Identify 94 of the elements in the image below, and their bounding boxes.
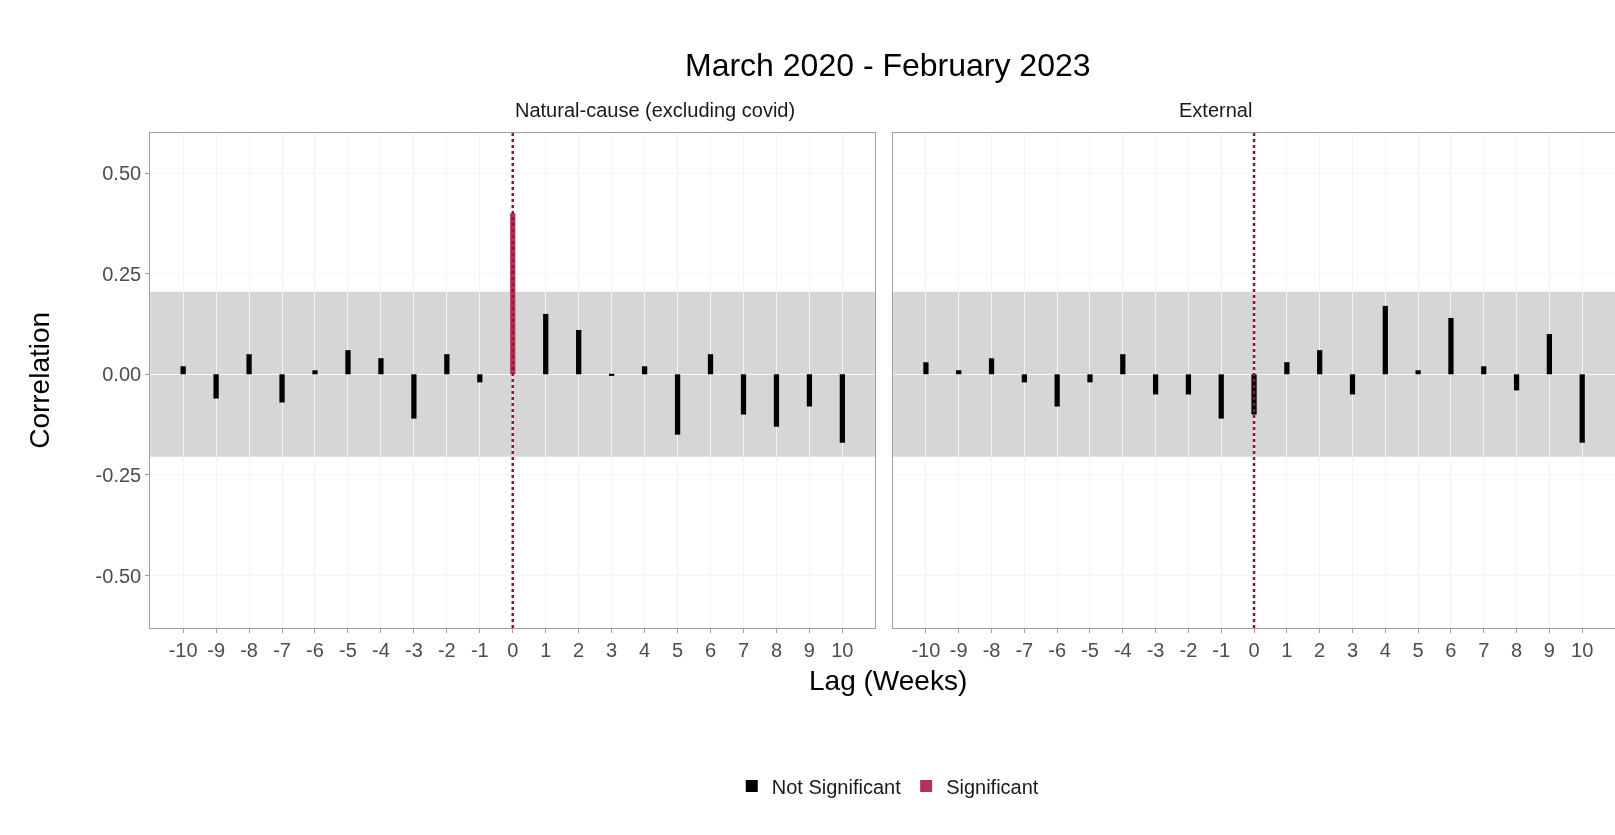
x-tick-label: -3 bbox=[1146, 638, 1165, 661]
bar bbox=[641, 366, 648, 375]
bar bbox=[806, 374, 813, 407]
x-tick-label: 10 bbox=[1571, 638, 1594, 661]
bar bbox=[1054, 374, 1060, 407]
x-tick-label: -1 bbox=[1212, 638, 1231, 661]
y-tick-label: 0.00 bbox=[102, 363, 142, 386]
bar bbox=[543, 313, 549, 375]
x-tick-label: -9 bbox=[949, 638, 968, 661]
bar bbox=[707, 354, 714, 375]
bar bbox=[279, 374, 285, 403]
x-tick-label: -1 bbox=[470, 638, 489, 661]
bar bbox=[1185, 374, 1192, 395]
bar bbox=[345, 350, 351, 375]
x-tick-label: 5 bbox=[1412, 638, 1424, 661]
y-axis-title: Correlation bbox=[24, 311, 56, 449]
bar bbox=[477, 374, 483, 383]
x-tick-label: 4 bbox=[1379, 638, 1391, 661]
bar bbox=[444, 354, 450, 375]
legend-label: Not Significant bbox=[771, 775, 902, 798]
y-tick-label: 0.50 bbox=[102, 162, 142, 185]
x-tick-label: 1 bbox=[1281, 638, 1293, 661]
x-tick-label: -7 bbox=[1015, 638, 1034, 661]
bar bbox=[1579, 374, 1585, 443]
bar bbox=[1152, 374, 1159, 395]
x-tick-label: 7 bbox=[737, 638, 750, 661]
x-tick-label: 9 bbox=[1543, 638, 1555, 661]
bar bbox=[1415, 370, 1421, 375]
bar bbox=[740, 374, 747, 415]
x-tick-label: 3 bbox=[606, 638, 618, 661]
x-tick-label: 8 bbox=[1510, 638, 1523, 661]
x-tick-label: -10 bbox=[168, 638, 198, 661]
x-tick-label: -8 bbox=[982, 638, 1001, 661]
x-tick-label: 1 bbox=[540, 638, 552, 661]
x-tick-label: -3 bbox=[404, 638, 423, 661]
x-tick-label: 5 bbox=[672, 638, 684, 661]
bar bbox=[1481, 366, 1487, 375]
y-tick-label: -0.50 bbox=[95, 564, 142, 587]
bar bbox=[576, 330, 582, 375]
bar bbox=[378, 358, 384, 375]
bar bbox=[213, 374, 219, 399]
x-tick-label: 6 bbox=[1445, 638, 1457, 661]
bar bbox=[609, 373, 615, 376]
bar bbox=[411, 374, 417, 419]
x-tick-label: 9 bbox=[803, 638, 815, 661]
x-tick-label: 0 bbox=[1248, 638, 1260, 661]
x-tick-label: 8 bbox=[770, 638, 783, 661]
x-tick-label: -10 bbox=[911, 638, 941, 661]
x-tick-label: -2 bbox=[1179, 638, 1198, 661]
bar bbox=[674, 374, 681, 435]
bar bbox=[1317, 350, 1323, 375]
x-tick-label: 0 bbox=[507, 638, 519, 661]
x-tick-label: -7 bbox=[273, 638, 291, 661]
x-tick-label: -9 bbox=[207, 638, 226, 661]
x-tick-label: 2 bbox=[1314, 638, 1326, 661]
bar bbox=[180, 366, 186, 375]
bar bbox=[923, 362, 929, 375]
bar bbox=[312, 370, 318, 375]
bar bbox=[1546, 334, 1552, 375]
bar bbox=[1120, 354, 1126, 375]
x-tick-label: -8 bbox=[240, 638, 258, 661]
bar bbox=[1021, 374, 1027, 383]
x-tick-label: 7 bbox=[1478, 638, 1490, 661]
bar bbox=[1382, 305, 1388, 375]
x-tick-label: 10 bbox=[831, 638, 854, 661]
bar bbox=[773, 374, 780, 427]
y-tick-label: -0.25 bbox=[95, 463, 142, 486]
bar bbox=[1513, 374, 1520, 391]
chart-title: March 2020 - February 2023 bbox=[685, 47, 1091, 83]
x-tick-label: -6 bbox=[1048, 638, 1067, 661]
bar bbox=[246, 354, 252, 375]
x-tick-label: 6 bbox=[704, 638, 717, 661]
bar bbox=[1218, 374, 1224, 419]
x-tick-label: 4 bbox=[639, 638, 651, 661]
chart-subtitle: External bbox=[1179, 99, 1253, 121]
y-tick-label: 0.25 bbox=[102, 262, 142, 285]
x-tick-label: -4 bbox=[372, 638, 390, 661]
chart-subtitle: Natural-cause (excluding covid) bbox=[515, 99, 796, 121]
bar bbox=[988, 358, 995, 375]
x-tick-label: 3 bbox=[1346, 638, 1359, 661]
legend-label: Significant bbox=[946, 775, 1039, 798]
x-tick-label: -4 bbox=[1113, 638, 1132, 661]
bar bbox=[1284, 362, 1290, 375]
bar bbox=[1349, 374, 1356, 395]
bar bbox=[956, 370, 962, 375]
x-tick-label: -5 bbox=[339, 638, 357, 661]
x-tick-label: -6 bbox=[306, 638, 324, 661]
x-tick-label: 2 bbox=[573, 638, 585, 661]
x-tick-label: -2 bbox=[437, 638, 456, 661]
x-tick-label: -5 bbox=[1081, 638, 1099, 661]
bar bbox=[839, 374, 846, 443]
bar bbox=[1448, 317, 1454, 375]
bar bbox=[1087, 374, 1093, 383]
x-axis-title: Lag (Weeks) bbox=[809, 665, 968, 696]
